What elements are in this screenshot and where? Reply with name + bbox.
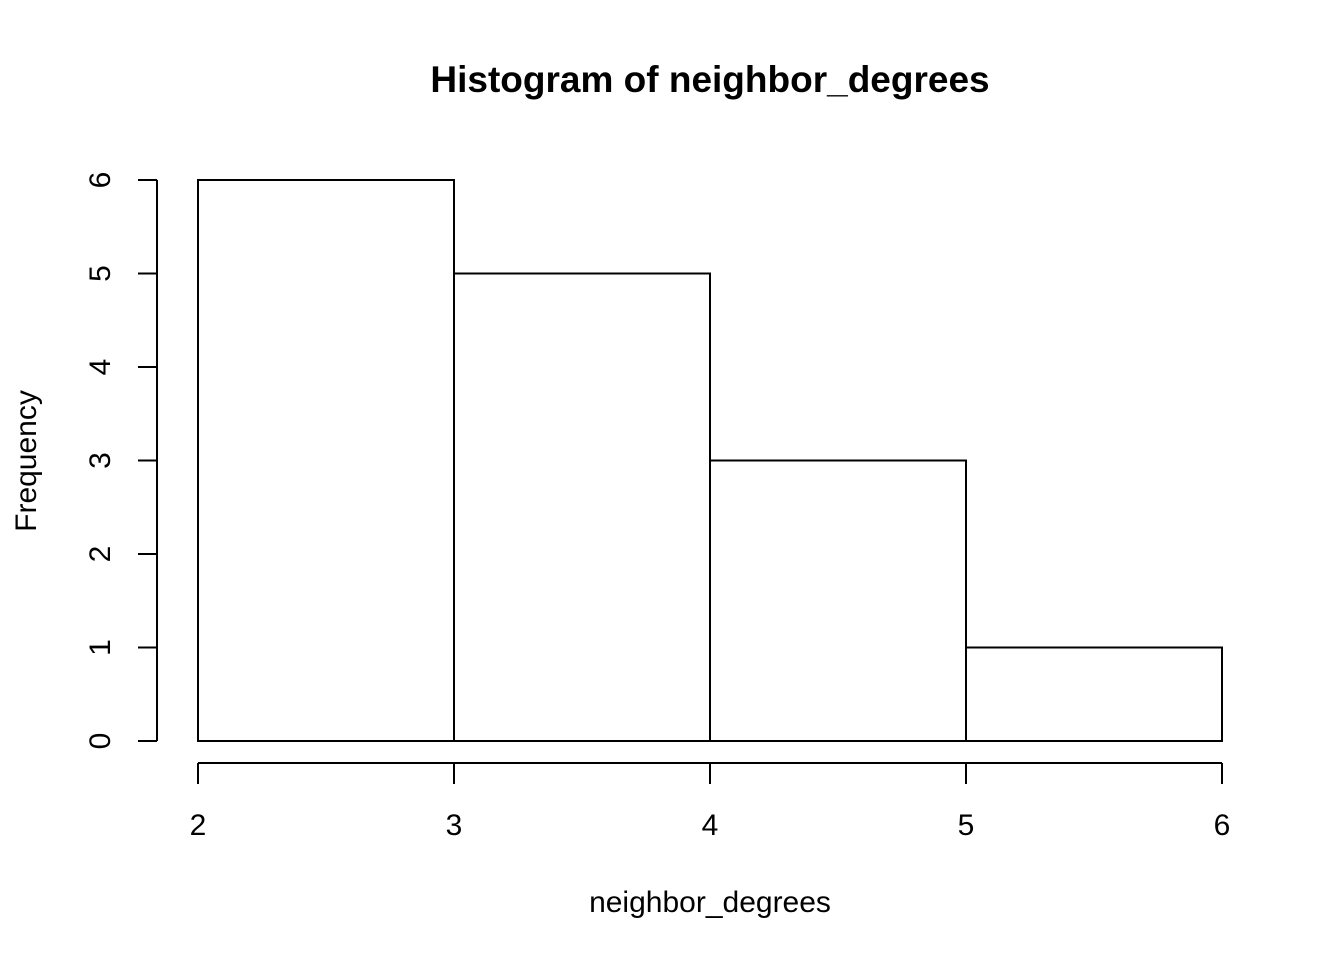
y-tick-label: 3	[84, 452, 117, 469]
histogram-bar-2	[453, 272, 711, 742]
chart-title: Histogram of neighbor_degrees	[430, 59, 989, 100]
y-tick-label: 2	[84, 546, 117, 563]
x-axis: 2 3 4 5 6	[190, 762, 1231, 842]
y-tick-label: 1	[84, 639, 117, 656]
y-axis-label: Frequency	[10, 390, 43, 532]
histogram-bar-1	[197, 179, 455, 742]
x-tick-label: 4	[702, 809, 719, 842]
y-tick-label: 0	[84, 733, 117, 750]
y-tick-label: 4	[84, 359, 117, 376]
y-tick-label: 5	[84, 265, 117, 282]
x-tick-label: 6	[1214, 809, 1231, 842]
y-axis: 0 1 2 3 4 5 6	[84, 172, 158, 750]
histogram-bar-4	[965, 646, 1223, 742]
bars-group	[197, 179, 1223, 742]
x-tick-label: 3	[446, 809, 463, 842]
x-tick-label: 5	[958, 809, 975, 842]
histogram-bar-3	[709, 459, 967, 742]
x-axis-label: neighbor_degrees	[589, 886, 831, 919]
y-tick-label: 6	[84, 172, 117, 189]
x-tick-label: 2	[190, 809, 207, 842]
